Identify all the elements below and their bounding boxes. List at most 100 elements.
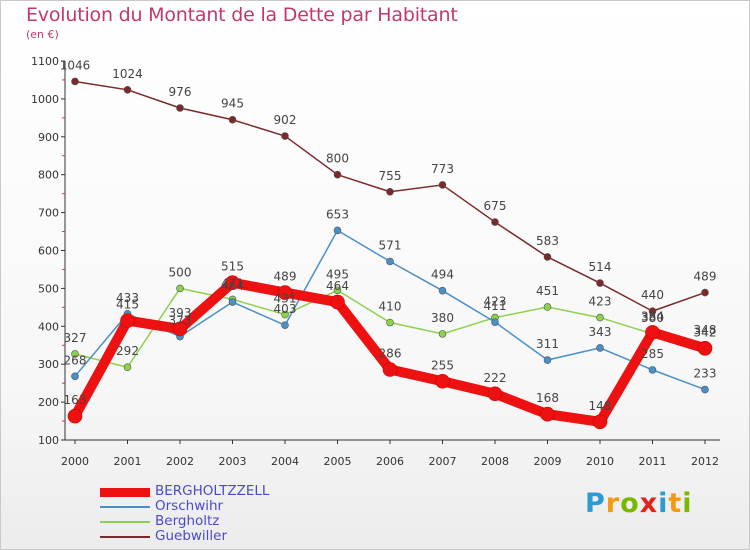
- data-label: 755: [379, 169, 402, 183]
- data-label: 286: [379, 347, 402, 361]
- data-point: [71, 350, 79, 358]
- chart-title: Evolution du Montant de la Dette par Hab…: [26, 4, 458, 26]
- y-tick-label: 600: [38, 245, 59, 258]
- legend-label: BERGHOLTZZELL: [155, 483, 270, 499]
- legend-swatch: [100, 536, 150, 538]
- legend-swatch: [100, 488, 150, 497]
- data-point: [386, 187, 394, 196]
- logo-letter: P: [585, 488, 606, 519]
- data-point: [228, 298, 237, 306]
- data-label: 583: [536, 234, 559, 248]
- data-point: [386, 318, 394, 327]
- x-tick-label: 2003: [219, 455, 247, 468]
- data-label: 380: [641, 311, 664, 325]
- data-point: [386, 257, 394, 266]
- data-label: 1024: [112, 67, 143, 81]
- x-tick-label: 2001: [114, 455, 142, 468]
- data-label: 902: [274, 113, 297, 127]
- data-label: 1046: [60, 58, 91, 72]
- legend-item-orschwihr: Orschwihr: [100, 498, 350, 515]
- data-label: 976: [169, 85, 192, 99]
- data-label: 403: [274, 302, 297, 316]
- y-tick-label: 800: [38, 169, 59, 182]
- data-point: [540, 406, 555, 422]
- y-tick-label: 500: [38, 282, 59, 295]
- data-label: 393: [169, 306, 192, 320]
- data-label: 343: [589, 325, 612, 339]
- data-label: 489: [694, 270, 717, 284]
- y-tick-label: 1000: [31, 93, 59, 106]
- legend: BERGHOLTZZELL Orschwihr Bergholtz Guebwi…: [100, 483, 350, 545]
- data-point: [596, 313, 604, 322]
- data-label: 423: [589, 295, 612, 309]
- legend-item-bergholtzzell: BERGHOLTZZELL: [100, 483, 350, 500]
- y-tick-label: 300: [38, 358, 59, 371]
- data-label: 515: [221, 260, 244, 274]
- data-label: 255: [431, 358, 454, 372]
- data-point: [701, 385, 709, 394]
- data-point: [67, 408, 83, 424]
- data-label: 451: [536, 284, 559, 298]
- logo-letter: r: [605, 488, 621, 519]
- data-point: [596, 279, 604, 287]
- data-label: 464: [221, 279, 244, 293]
- data-point: [438, 286, 447, 295]
- legend-label: Guebwiller: [155, 528, 228, 544]
- data-label: 440: [641, 288, 664, 302]
- data-label: 410: [379, 300, 402, 314]
- logo-letter: i: [658, 488, 669, 519]
- data-point: [333, 226, 342, 235]
- x-tick-label: 2007: [429, 455, 457, 468]
- data-label: 471: [221, 276, 244, 290]
- x-tick-label: 2004: [271, 455, 299, 468]
- data-label: 311: [536, 337, 559, 351]
- legend-label: Bergholtz: [155, 513, 220, 529]
- data-point: [330, 294, 345, 310]
- data-label: 653: [326, 207, 349, 221]
- data-label: 571: [379, 238, 402, 252]
- data-point: [120, 313, 135, 328]
- data-label: 384: [641, 309, 664, 323]
- logo-letter: t: [668, 488, 683, 519]
- data-label: 433: [116, 291, 139, 305]
- data-point: [648, 307, 657, 315]
- data-label: 348: [694, 323, 717, 337]
- data-point: [123, 86, 132, 94]
- data-label: 168: [536, 391, 559, 405]
- data-label: 415: [116, 298, 139, 312]
- x-tick-label: 2008: [481, 455, 509, 468]
- data-point: [333, 286, 342, 295]
- y-tick-label: 400: [38, 320, 59, 333]
- legend-item-bergholtz: Bergholtz: [100, 513, 350, 530]
- x-tick-label: 2010: [586, 455, 614, 468]
- data-point: [228, 115, 237, 124]
- data-point: [123, 363, 132, 372]
- data-label: 675: [484, 199, 507, 213]
- data-label: 285: [641, 347, 664, 361]
- data-point: [697, 340, 713, 356]
- data-point: [438, 181, 447, 189]
- data-label: 431: [274, 292, 297, 306]
- data-label: 945: [221, 97, 244, 111]
- logo-letter: o: [620, 488, 640, 519]
- data-point: [333, 170, 342, 179]
- data-point: [438, 330, 447, 338]
- legend-label: Orschwihr: [155, 498, 224, 514]
- x-tick-label: 2009: [534, 455, 562, 468]
- data-label: 494: [431, 268, 454, 282]
- data-label: 148: [589, 399, 612, 413]
- data-point: [648, 366, 657, 374]
- data-label: 773: [431, 162, 454, 176]
- data-point: [382, 362, 398, 377]
- data-point: [592, 414, 608, 430]
- data-label: 342: [694, 325, 717, 339]
- logo-letter: i: [682, 488, 693, 519]
- data-label: 163: [64, 393, 87, 407]
- y-tick-label: 700: [38, 207, 59, 220]
- data-point: [176, 284, 184, 293]
- data-point: [491, 218, 499, 226]
- x-tick-label: 2005: [324, 455, 352, 468]
- data-label: 233: [694, 367, 717, 381]
- data-label: 380: [431, 311, 454, 325]
- chart-unit: (en €): [26, 28, 59, 41]
